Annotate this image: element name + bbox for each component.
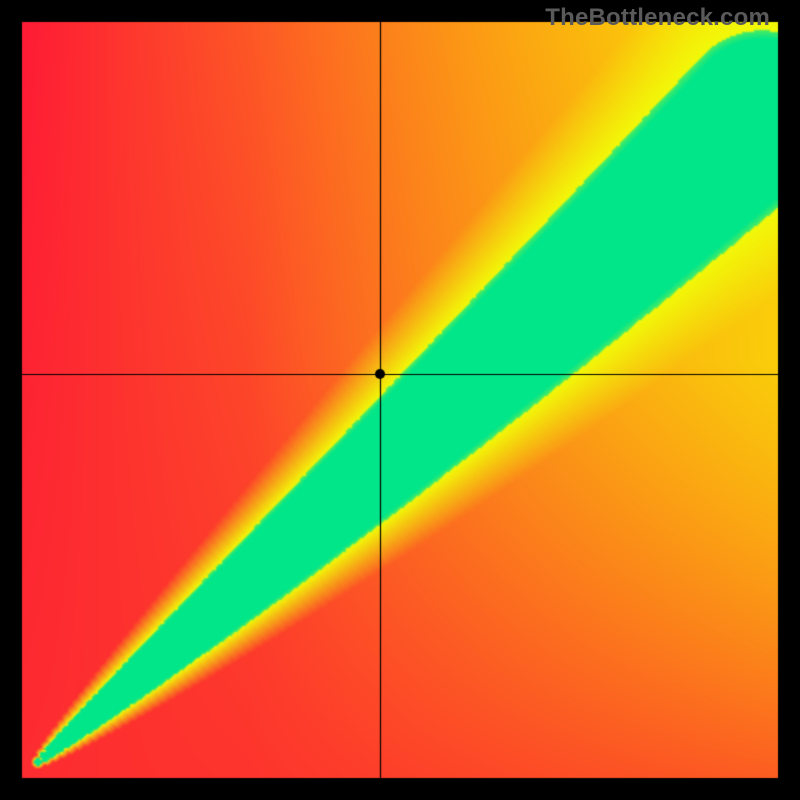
- bottleneck-heatmap: [0, 0, 800, 800]
- watermark-text: TheBottleneck.com: [545, 4, 770, 32]
- chart-container: TheBottleneck.com: [0, 0, 800, 800]
